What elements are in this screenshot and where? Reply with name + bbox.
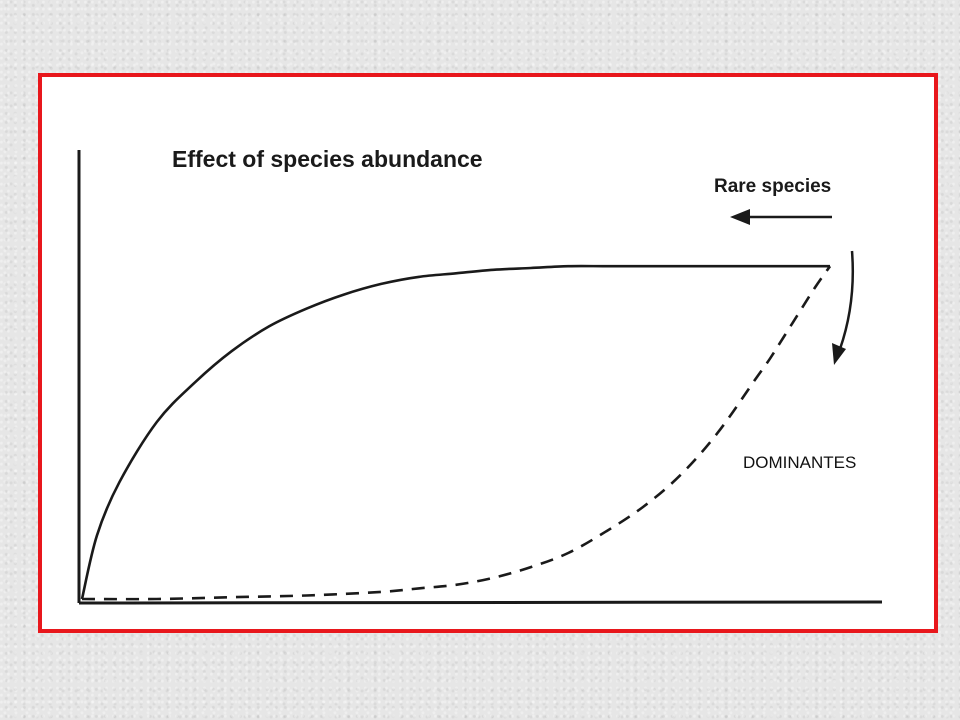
annotation-dominantes: DOMINANTES [743,453,856,472]
rare-species-arrow-head-icon [730,209,750,225]
solid-series-line [80,264,830,600]
curved-arrow-head-icon [832,343,846,365]
dashed-series-line [81,265,832,601]
curved-arrow-shaft [838,250,855,350]
annotation-rare-species: Rare species [714,176,831,197]
x-axis [78,600,883,605]
chart-frame: Effect of species abundance Rare species… [38,73,938,633]
chart-plot: Effect of species abundance Rare species… [77,146,883,605]
chart-title: Effect of species abundance [172,146,483,172]
